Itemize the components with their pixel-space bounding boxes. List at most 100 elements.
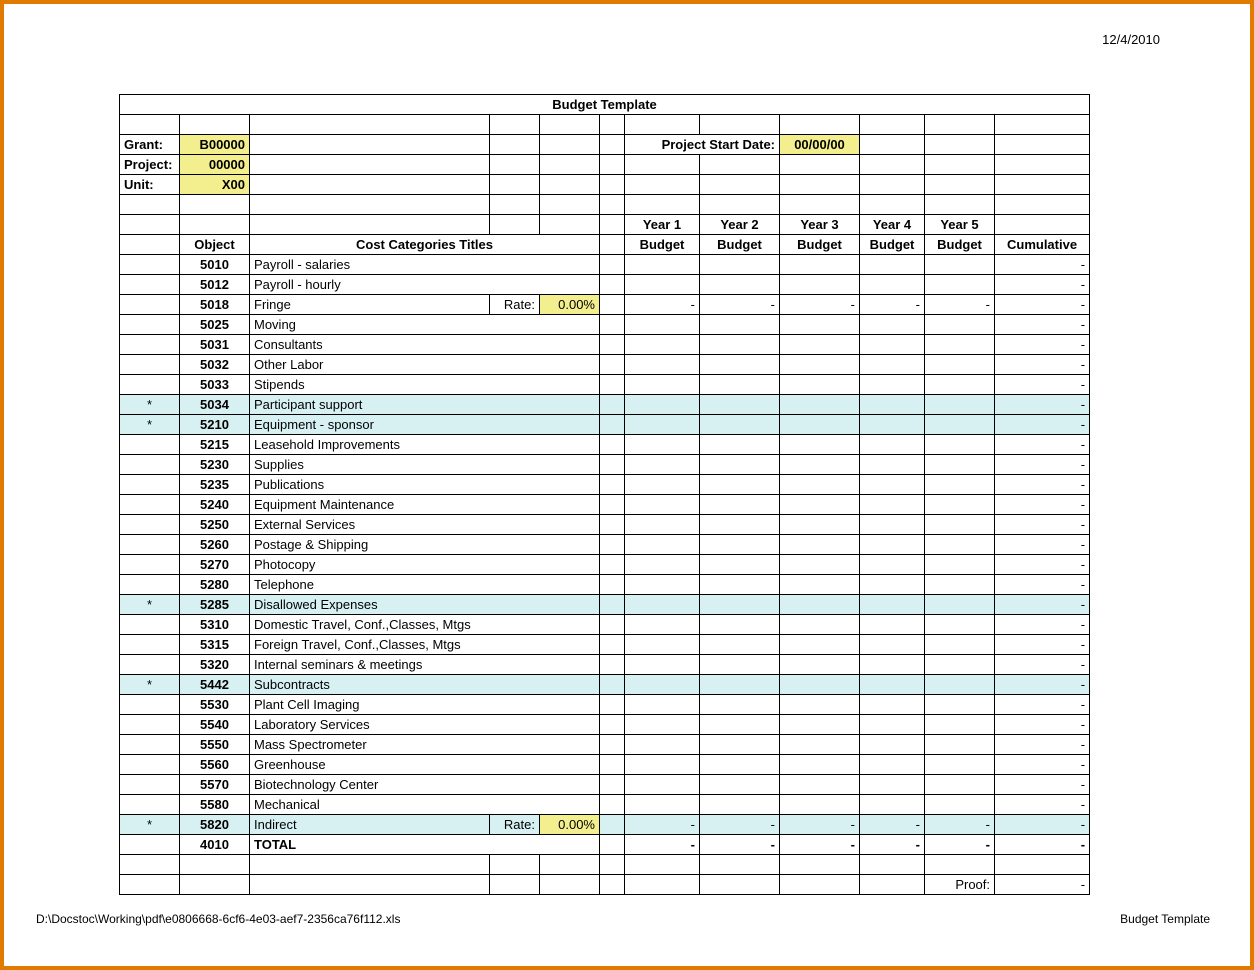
budget-cell[interactable] [780, 255, 860, 275]
budget-cell[interactable]: - [780, 835, 860, 855]
budget-cell[interactable] [625, 315, 700, 335]
budget-cell[interactable] [925, 335, 995, 355]
budget-cell[interactable] [925, 435, 995, 455]
budget-cell[interactable] [925, 655, 995, 675]
budget-cell[interactable] [625, 775, 700, 795]
budget-cell[interactable]: - [700, 295, 780, 315]
budget-cell[interactable]: - [780, 295, 860, 315]
budget-cell[interactable] [925, 395, 995, 415]
budget-cell[interactable] [625, 735, 700, 755]
budget-cell[interactable] [860, 775, 925, 795]
budget-cell[interactable] [780, 375, 860, 395]
budget-cell[interactable] [925, 595, 995, 615]
budget-cell[interactable] [780, 455, 860, 475]
budget-cell[interactable] [860, 475, 925, 495]
budget-cell[interactable] [700, 635, 780, 655]
budget-cell[interactable] [925, 575, 995, 595]
budget-cell[interactable]: - [925, 295, 995, 315]
budget-cell[interactable] [625, 635, 700, 655]
budget-cell[interactable] [700, 515, 780, 535]
budget-cell[interactable] [625, 275, 700, 295]
budget-cell[interactable] [860, 515, 925, 535]
budget-cell[interactable] [625, 595, 700, 615]
budget-cell[interactable] [925, 415, 995, 435]
budget-cell[interactable] [625, 375, 700, 395]
budget-cell[interactable] [925, 535, 995, 555]
budget-cell[interactable] [860, 455, 925, 475]
budget-cell[interactable]: - [860, 835, 925, 855]
budget-cell[interactable]: - [625, 815, 700, 835]
budget-cell[interactable] [625, 555, 700, 575]
budget-cell[interactable] [925, 735, 995, 755]
budget-cell[interactable] [700, 335, 780, 355]
budget-cell[interactable] [925, 255, 995, 275]
budget-cell[interactable] [625, 655, 700, 675]
project-start-date-value[interactable]: 00/00/00 [780, 135, 860, 155]
budget-cell[interactable] [700, 795, 780, 815]
budget-cell[interactable] [860, 495, 925, 515]
budget-cell[interactable] [625, 435, 700, 455]
budget-cell[interactable] [925, 795, 995, 815]
budget-cell[interactable] [860, 355, 925, 375]
budget-cell[interactable] [780, 335, 860, 355]
budget-cell[interactable] [860, 695, 925, 715]
budget-cell[interactable] [925, 315, 995, 335]
budget-cell[interactable]: - [925, 835, 995, 855]
budget-cell[interactable] [780, 275, 860, 295]
budget-cell[interactable] [625, 755, 700, 775]
budget-cell[interactable] [625, 355, 700, 375]
budget-cell[interactable] [625, 455, 700, 475]
budget-cell[interactable]: - [625, 295, 700, 315]
budget-cell[interactable] [925, 515, 995, 535]
budget-cell[interactable] [625, 795, 700, 815]
budget-cell[interactable] [860, 735, 925, 755]
budget-cell[interactable] [780, 655, 860, 675]
budget-cell[interactable] [700, 415, 780, 435]
budget-cell[interactable] [925, 475, 995, 495]
budget-cell[interactable] [700, 255, 780, 275]
unit-value[interactable]: X00 [180, 175, 250, 195]
budget-cell[interactable] [860, 635, 925, 655]
budget-cell[interactable]: - [860, 295, 925, 315]
budget-cell[interactable] [925, 495, 995, 515]
budget-cell[interactable] [860, 415, 925, 435]
budget-cell[interactable] [925, 555, 995, 575]
budget-cell[interactable] [700, 595, 780, 615]
budget-cell[interactable] [860, 315, 925, 335]
budget-cell[interactable]: - [700, 835, 780, 855]
budget-cell[interactable] [700, 615, 780, 635]
budget-cell[interactable] [860, 535, 925, 555]
budget-cell[interactable] [780, 615, 860, 635]
budget-cell[interactable] [625, 535, 700, 555]
budget-cell[interactable] [700, 555, 780, 575]
budget-cell[interactable]: - [780, 815, 860, 835]
budget-cell[interactable] [780, 515, 860, 535]
budget-cell[interactable] [625, 515, 700, 535]
budget-cell[interactable] [625, 415, 700, 435]
budget-cell[interactable] [780, 675, 860, 695]
budget-cell[interactable] [860, 595, 925, 615]
budget-cell[interactable] [925, 695, 995, 715]
budget-cell[interactable] [625, 615, 700, 635]
rate-value[interactable]: 0.00% [540, 815, 600, 835]
budget-cell[interactable] [700, 775, 780, 795]
budget-cell[interactable] [860, 335, 925, 355]
budget-cell[interactable] [780, 315, 860, 335]
budget-cell[interactable] [700, 715, 780, 735]
budget-cell[interactable] [625, 715, 700, 735]
budget-cell[interactable] [925, 715, 995, 735]
budget-cell[interactable] [860, 435, 925, 455]
budget-cell[interactable] [860, 795, 925, 815]
budget-cell[interactable] [700, 675, 780, 695]
budget-cell[interactable] [780, 755, 860, 775]
budget-cell[interactable] [780, 495, 860, 515]
budget-cell[interactable] [700, 275, 780, 295]
budget-cell[interactable] [860, 675, 925, 695]
budget-cell[interactable] [625, 255, 700, 275]
budget-cell[interactable] [860, 395, 925, 415]
budget-cell[interactable] [700, 315, 780, 335]
budget-cell[interactable] [925, 775, 995, 795]
budget-cell[interactable] [860, 555, 925, 575]
budget-cell[interactable] [860, 275, 925, 295]
budget-cell[interactable]: - [925, 815, 995, 835]
